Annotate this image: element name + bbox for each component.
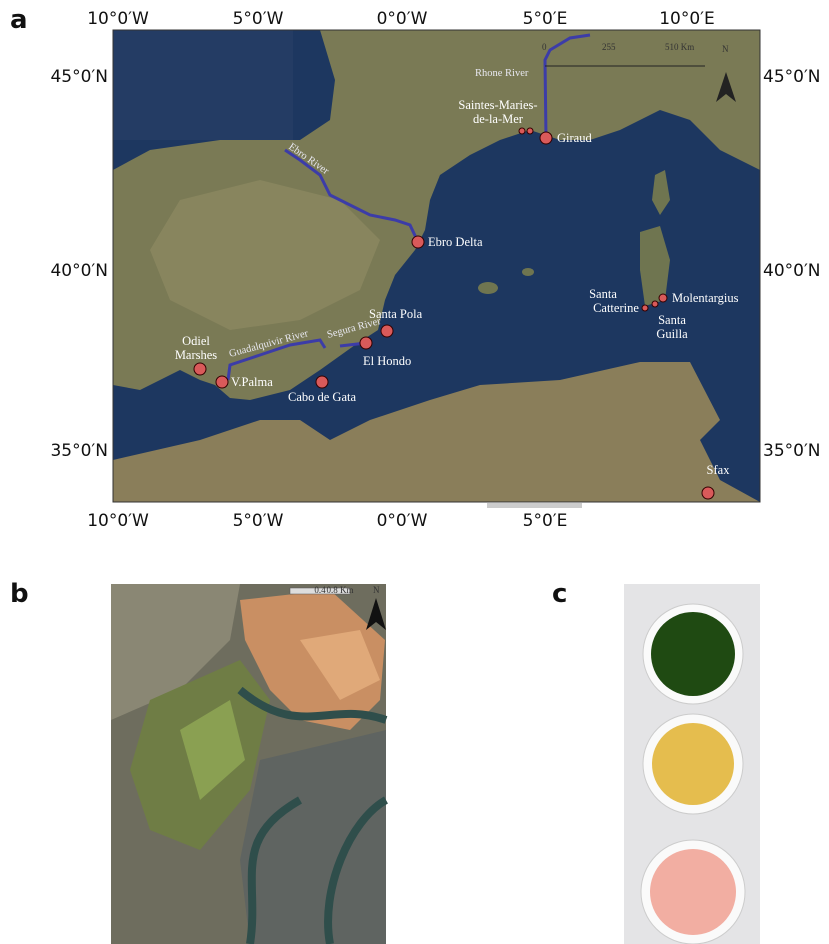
lon-label: 0°0′W xyxy=(377,9,428,29)
figure: a Rhone River Ebro River Guadalquivir Ri… xyxy=(0,0,829,944)
site-label: V.Palma xyxy=(231,375,273,389)
site-label: Guilla xyxy=(656,327,688,341)
site-label: Molentargius xyxy=(672,291,739,305)
site-label: Cabo de Gata xyxy=(288,390,356,404)
lon-label: 5°0′E xyxy=(523,9,568,29)
site-label: Odiel xyxy=(182,334,210,348)
site-label: Marshes xyxy=(175,348,217,362)
site-label: El Hondo xyxy=(363,354,411,368)
lon-label: 5°0′E xyxy=(523,511,568,531)
lat-label: 35°0′N xyxy=(763,441,821,461)
site-label: Santa xyxy=(589,287,617,301)
island xyxy=(478,282,498,294)
scrollbar xyxy=(487,503,582,508)
site-label: Giraud xyxy=(557,131,592,145)
site-marker xyxy=(519,128,525,134)
lat-label: 45°0′N xyxy=(50,67,108,87)
lon-label: 0°0′W xyxy=(377,511,428,531)
site-marker xyxy=(216,376,228,388)
site-label: Catterine xyxy=(593,301,639,315)
north-label: N xyxy=(373,585,380,595)
scale-label: 510 Km xyxy=(665,42,694,52)
lon-label: 5°0′W xyxy=(233,511,284,531)
lat-label: 40°0′N xyxy=(50,261,108,281)
sea xyxy=(113,30,293,140)
site-label: Santa xyxy=(658,313,686,327)
site-marker xyxy=(360,337,372,349)
site-label: Sfax xyxy=(707,463,731,477)
lat-label: 40°0′N xyxy=(763,261,821,281)
lon-label: 10°0′W xyxy=(87,9,149,29)
north-label: N xyxy=(722,44,729,54)
site-marker xyxy=(381,325,393,337)
lat-label: 35°0′N xyxy=(50,441,108,461)
site-marker xyxy=(702,487,714,499)
panel-label: c xyxy=(552,579,567,609)
site-marker xyxy=(412,236,424,248)
site-label: Saintes-Maries- xyxy=(458,98,537,112)
site-label: Santa Pola xyxy=(369,307,423,321)
panel-label: b xyxy=(10,579,29,609)
lon-label: 5°0′W xyxy=(233,9,284,29)
filter-green xyxy=(651,612,735,696)
lat-label: 45°0′N xyxy=(763,67,821,87)
river-label: Rhone River xyxy=(475,68,529,79)
site-marker xyxy=(659,294,667,302)
island xyxy=(522,268,534,276)
site-marker xyxy=(642,305,648,311)
lon-label: 10°0′W xyxy=(87,511,149,531)
site-marker xyxy=(527,128,533,134)
site-marker xyxy=(194,363,206,375)
site-marker xyxy=(316,376,328,388)
site-marker xyxy=(540,132,552,144)
site-label: de-la-Mer xyxy=(473,112,524,126)
scale-label: 0.8 Km xyxy=(327,585,354,595)
scale-label: 0 xyxy=(542,42,547,52)
scale-label: 255 xyxy=(602,42,616,52)
panel-label: a xyxy=(10,5,28,35)
site-label: Ebro Delta xyxy=(428,235,483,249)
site-marker xyxy=(652,301,658,307)
lon-label: 10°0′E xyxy=(659,9,715,29)
filter-yellow xyxy=(652,723,734,805)
filter-pink xyxy=(650,849,736,935)
scale-label: 0.4 xyxy=(314,585,326,595)
